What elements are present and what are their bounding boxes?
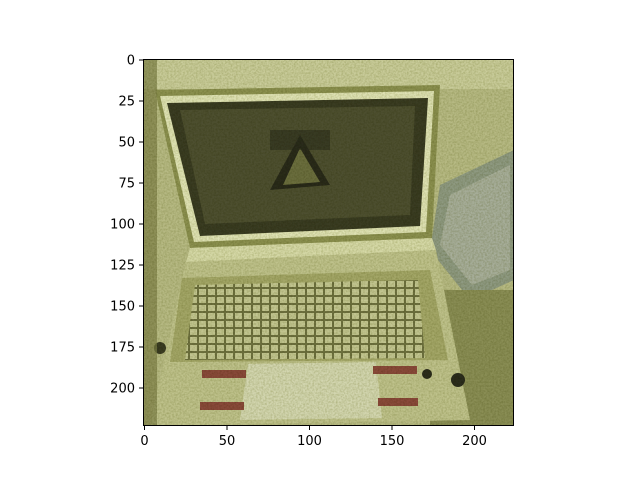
x-tick-label: 200: [462, 434, 487, 449]
y-tick: 75: [118, 177, 143, 192]
x-tick: 200: [462, 426, 487, 449]
x-tick-label: 0: [140, 434, 148, 449]
y-tick: 175: [110, 341, 143, 356]
y-tick-label: 0: [127, 54, 135, 69]
y-tick: 100: [110, 218, 143, 233]
y-tick: 0: [127, 54, 143, 69]
y-tick: 200: [110, 382, 143, 397]
x-tick: 0: [140, 426, 149, 449]
laptop-image: [143, 59, 514, 426]
x-tick: 50: [219, 426, 236, 449]
x-axis: 0 50 100 150 200: [140, 426, 487, 449]
y-tick: 25: [118, 95, 143, 110]
y-axis: 0 25 50 75 100 125 150 175: [110, 54, 143, 397]
x-tick-label: 50: [219, 434, 236, 449]
axes-frame: [143, 59, 514, 426]
x-tick-label: 150: [380, 434, 405, 449]
y-tick: 50: [118, 136, 143, 151]
y-tick-label: 25: [118, 95, 135, 110]
y-tick-label: 175: [110, 341, 135, 356]
y-tick-label: 75: [118, 177, 135, 192]
x-tick: 150: [380, 426, 405, 449]
y-tick-label: 200: [110, 382, 135, 397]
x-tick-label: 100: [297, 434, 322, 449]
y-tick-label: 125: [110, 259, 135, 274]
x-tick: 100: [297, 426, 322, 449]
y-tick: 125: [110, 259, 143, 274]
y-tick-label: 50: [118, 136, 135, 151]
y-tick-label: 150: [110, 300, 135, 315]
y-tick-label: 100: [110, 218, 135, 233]
y-tick: 150: [110, 300, 143, 315]
